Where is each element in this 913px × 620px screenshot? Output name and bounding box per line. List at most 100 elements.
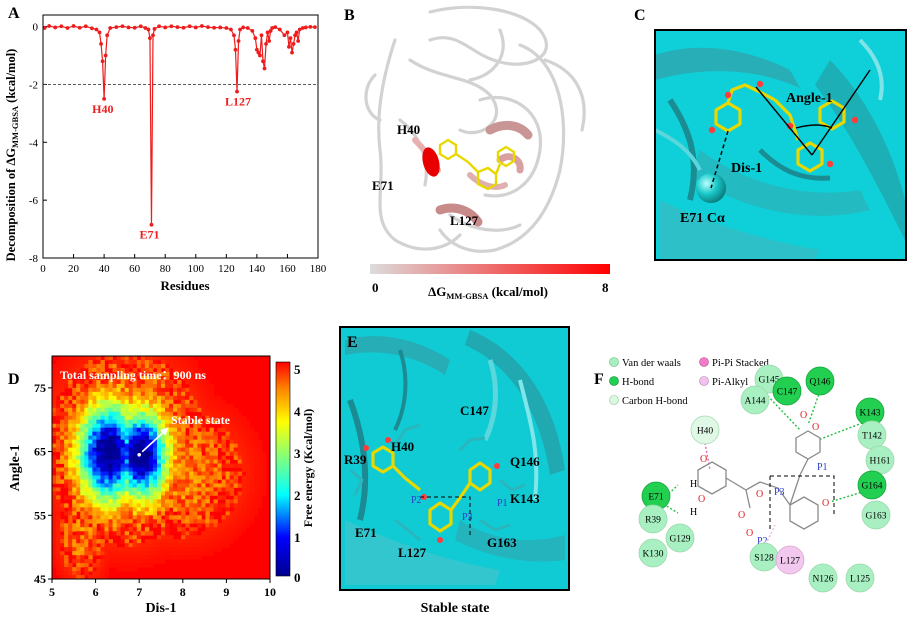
d-heat-cell — [152, 459, 158, 464]
d-heat-cell — [112, 471, 117, 476]
d-heat-cell — [92, 447, 97, 452]
d-heat-cell — [209, 507, 214, 512]
d-heat-cell — [52, 491, 57, 496]
d-heat-cell — [56, 527, 61, 532]
d-heat-cell — [217, 399, 222, 405]
d-heat-cell — [116, 519, 122, 524]
d-heat-cell — [104, 371, 109, 377]
d-heat-cell — [161, 447, 166, 452]
d-heat-cell — [104, 495, 109, 500]
d-heat-cell — [108, 387, 113, 393]
d-heat-cell — [104, 575, 109, 580]
d-heat-cell — [177, 367, 182, 373]
d-heat-cell — [156, 551, 162, 556]
d-heat-cell — [185, 507, 190, 512]
d-heat-cell — [120, 459, 126, 464]
d-heat-cell — [52, 443, 57, 448]
d-heat-cell — [80, 363, 85, 369]
d-heat-cell — [152, 383, 158, 389]
d-heat-cell — [185, 543, 190, 548]
d-heat-cell — [96, 483, 101, 488]
d-heat-cell — [205, 459, 210, 464]
d-heat-cell — [112, 491, 117, 496]
d-heat-cell — [185, 447, 190, 452]
d-heat-cell — [152, 439, 158, 445]
d-heat-cell — [165, 463, 170, 468]
d-heat-cell — [209, 475, 214, 480]
d-heat-cell — [245, 435, 251, 441]
d-heat-cell — [72, 539, 77, 544]
d-heat-cell — [173, 539, 178, 544]
d-heat-cell — [68, 575, 73, 580]
d-heat-cell — [100, 415, 105, 421]
d-heat-cell — [140, 499, 146, 504]
d-heat-cell — [52, 551, 57, 556]
d-heat-cell — [197, 511, 202, 516]
d-heat-cell — [181, 375, 186, 381]
d-heat-cell — [181, 547, 186, 552]
a-data-point — [97, 30, 102, 35]
d-heat-cell — [80, 575, 85, 580]
d-heat-cell — [152, 511, 158, 516]
d-heat-cell — [257, 503, 263, 508]
d-heat-cell — [177, 407, 182, 413]
legend-carbon-hbond: Carbon H-bond — [622, 396, 688, 407]
d-heat-cell — [64, 363, 69, 369]
panel-b-colorbar-label-main: ΔG — [428, 284, 446, 299]
d-heat-cell — [116, 491, 122, 496]
d-heat-cell — [136, 527, 142, 532]
d-heat-cell — [68, 439, 73, 445]
d-heat-cell — [225, 411, 231, 417]
d-heat-cell — [120, 431, 126, 437]
pocket-e-p2: P2 — [411, 495, 422, 506]
d-heat-cell — [52, 511, 57, 516]
d-heat-cell — [237, 503, 243, 508]
d-stable-point — [137, 452, 141, 457]
d-heat-cell — [124, 555, 130, 560]
panel-e-pockets: P1 P2 P3 — [411, 495, 508, 523]
d-heat-cell — [80, 423, 85, 429]
label-e71: E71 — [372, 178, 394, 193]
d-heat-cell — [132, 535, 138, 540]
d-heat-cell — [169, 463, 174, 468]
d-heat-cell — [76, 571, 81, 576]
d-heat-cell — [253, 503, 259, 508]
d-heat-cell — [128, 463, 134, 468]
d-heat-cell — [108, 563, 113, 568]
d-heat-cell — [100, 399, 105, 405]
d-heat-cell — [213, 507, 218, 512]
d-heat-cell — [92, 575, 97, 580]
d-heat-cell — [80, 395, 85, 401]
d-heat-cell — [84, 567, 89, 572]
d-heat-cell — [205, 507, 210, 512]
d-heat-cell — [237, 515, 243, 520]
d-heat-cell — [120, 483, 126, 488]
d-heat-cell — [148, 407, 154, 413]
d-heat-cell — [181, 356, 186, 361]
d-heat-cell — [165, 483, 170, 488]
d-heat-cell — [120, 391, 126, 397]
d-heat-cell — [156, 411, 162, 417]
d-heat-cell — [152, 519, 158, 524]
d-heat-cell — [120, 559, 126, 564]
d-heat-cell — [84, 515, 89, 520]
d-heat-cell — [116, 551, 122, 556]
d-heat-cell — [144, 539, 150, 544]
d-heat-cell — [128, 356, 134, 361]
d-heat-cell — [140, 479, 146, 484]
d-heat-cell — [213, 467, 218, 472]
d-heat-cell — [76, 551, 81, 556]
d-heat-cell — [112, 375, 117, 381]
d-heat-cell — [193, 363, 198, 369]
a-data-point — [232, 33, 236, 38]
d-heat-cell — [189, 359, 194, 365]
d-heat-cell — [112, 467, 117, 472]
d-heat-cell — [144, 503, 150, 508]
d-heat-cell — [225, 447, 231, 452]
d-heat-cell — [217, 427, 222, 433]
d-heat-cell — [112, 507, 117, 512]
d-heat-cell — [92, 527, 97, 532]
d-heat-cell — [152, 491, 158, 496]
d-heat-cell — [60, 507, 65, 512]
d-heat-cell — [80, 543, 85, 548]
